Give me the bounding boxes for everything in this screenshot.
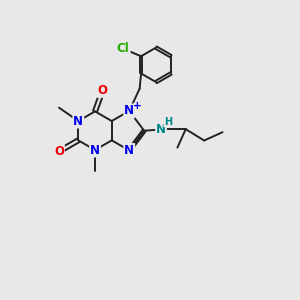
Text: O: O [98,84,108,97]
Text: N: N [73,115,83,128]
Text: +: + [133,100,142,111]
Text: N: N [124,144,134,157]
Text: Cl: Cl [117,42,130,55]
Text: H: H [164,117,172,127]
Text: N: N [124,104,134,117]
Text: O: O [54,145,64,158]
Text: N: N [90,143,100,157]
Text: N: N [156,123,166,136]
